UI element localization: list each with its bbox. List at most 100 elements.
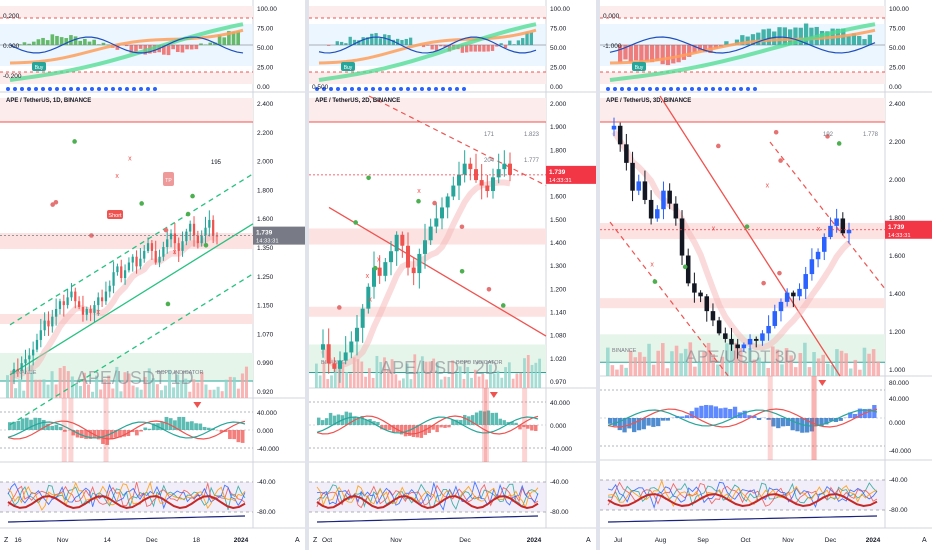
chart-svg-2d[interactable]: Buy 0.500 100.00 75.00 50.00 25.00 0.00 APE/USD… <box>309 0 596 550</box>
osc1-signal-dot <box>711 87 715 91</box>
osc3-main-line <box>7 495 246 509</box>
chart-panel-2d[interactable]: Buy 0.500 100.00 75.00 50.00 25.00 0.00 APE/USD… <box>309 0 596 550</box>
chart-svg-1d[interactable]: Buy 0.200 0.000 -0.200 100.00 75.00 50.00 25.00… <box>0 0 305 550</box>
candle-body <box>208 219 211 228</box>
volume-bar <box>66 371 70 398</box>
osc2-histogram-bar <box>478 410 483 425</box>
osc1-histogram-bar <box>129 45 134 53</box>
price-tick: 2.400 <box>257 101 274 108</box>
candle-body <box>451 185 456 197</box>
osc1-histogram-bar <box>473 45 477 52</box>
signal-dot <box>744 224 750 229</box>
osc2-histogram-bar <box>474 412 479 425</box>
candle-body <box>116 266 119 273</box>
osc2-histogram-bar <box>451 419 455 425</box>
osc1-histogram-bar <box>508 40 512 45</box>
chart-panel-1d[interactable]: Buy 0.200 0.000 -0.200 100.00 75.00 50.00 25.00… <box>0 0 305 550</box>
volume-bar <box>867 353 871 376</box>
candle-body <box>131 256 134 263</box>
osc1-right-tick: 50.00 <box>889 45 906 52</box>
volume-bar <box>665 368 670 376</box>
osc1-histogram-bar <box>36 39 41 45</box>
volume-bar <box>240 373 244 398</box>
osc2-histogram-bar <box>627 418 632 429</box>
osc2-histogram-bar <box>41 419 46 430</box>
countdown: 14:33:31 <box>549 178 572 184</box>
osc2-green-line <box>7 421 246 439</box>
time-axis-label: Nov <box>782 537 794 544</box>
osc1-right-tick: 75.00 <box>889 26 906 33</box>
osc2-histogram-bar <box>427 425 431 433</box>
osc1-histogram-bar <box>482 45 486 52</box>
volume-bar <box>693 366 697 376</box>
candle-body <box>445 196 450 208</box>
osc2-histogram-bar <box>240 430 245 443</box>
osc2-histogram-bar <box>388 425 392 431</box>
price-tick: 2.200 <box>889 139 906 146</box>
osc1-left-tick: -0.200 <box>3 73 22 80</box>
osc1-histogram-bar <box>361 37 365 45</box>
osc1-lower-zone <box>0 72 253 84</box>
candle-body <box>20 363 23 371</box>
cross-marker: x <box>766 182 770 189</box>
candle-body <box>784 292 790 302</box>
osc1-signal-dot <box>676 87 680 91</box>
volume-bar <box>315 363 318 388</box>
candle-body <box>791 292 796 297</box>
osc1-signal-dot <box>55 87 59 91</box>
osc2-histogram-bar <box>530 425 534 431</box>
osc1-signal-dot <box>690 87 694 91</box>
osc1-signal-dot <box>343 87 347 91</box>
signal-dot <box>163 227 169 233</box>
osc1-blue-line <box>9 36 244 54</box>
osc3-baseline <box>607 515 878 523</box>
volume-bar <box>752 359 757 376</box>
osc1-histogram-bar <box>50 34 55 45</box>
supply-zone <box>309 98 546 122</box>
osc1-histogram-bar <box>426 45 430 46</box>
osc2-histogram-bar <box>84 430 88 439</box>
price-tick: 1.300 <box>550 263 567 270</box>
volume-bar <box>224 379 228 398</box>
cross-marker: x <box>115 173 119 180</box>
candle-body <box>692 283 697 293</box>
candle-body <box>24 359 27 364</box>
osc1-histogram-bar <box>194 45 199 50</box>
osc1-histogram-bar <box>745 36 750 45</box>
volume-bar <box>147 368 151 398</box>
chart-svg-3d[interactable]: Buy 0.000 -1.000 100.00 75.00 50.00 25.00 0.00 A… <box>600 0 932 550</box>
osc1-histogram-bar <box>665 45 671 66</box>
osc1-signal-dot <box>739 87 743 91</box>
candle-body <box>655 209 660 219</box>
osc1-histogram-bar <box>83 38 87 45</box>
osc1-histogram-bar <box>31 41 36 45</box>
osc2-histogram-bar <box>403 425 408 437</box>
osc2-histogram-bar <box>185 421 190 430</box>
volume-bar <box>78 385 82 398</box>
trend-channel-lower <box>9 273 254 426</box>
volume-bar <box>628 350 633 376</box>
trend-channel-mid <box>9 223 254 376</box>
candle-body <box>349 341 354 353</box>
osc1-histogram-bar <box>740 35 745 45</box>
osc1-signal-dot <box>76 87 80 91</box>
osc2-signal-band <box>68 398 74 462</box>
time-axis-label: Nov <box>57 537 69 544</box>
osc2-histogram-bar <box>490 412 495 425</box>
volume-bar <box>326 379 330 388</box>
chart-panel-3d[interactable]: Buy 0.000 -1.000 100.00 75.00 50.00 25.00 0.00 A… <box>600 0 932 550</box>
osc2-histogram-bar <box>723 407 728 418</box>
osc3-line <box>316 485 539 509</box>
osc1-green-line <box>609 22 876 82</box>
osc1-signal-dot <box>118 87 122 91</box>
osc2-histogram-bar <box>833 418 839 422</box>
candle-body <box>428 226 433 241</box>
signal-dot <box>203 243 209 248</box>
osc2-histogram-bar <box>704 404 709 418</box>
candle-body <box>135 256 138 267</box>
volume-bar <box>674 345 679 376</box>
volume-bar <box>356 359 360 388</box>
cross-marker: x <box>369 297 373 304</box>
osc2-histogram-bar <box>435 425 439 433</box>
candle-body <box>360 308 365 328</box>
